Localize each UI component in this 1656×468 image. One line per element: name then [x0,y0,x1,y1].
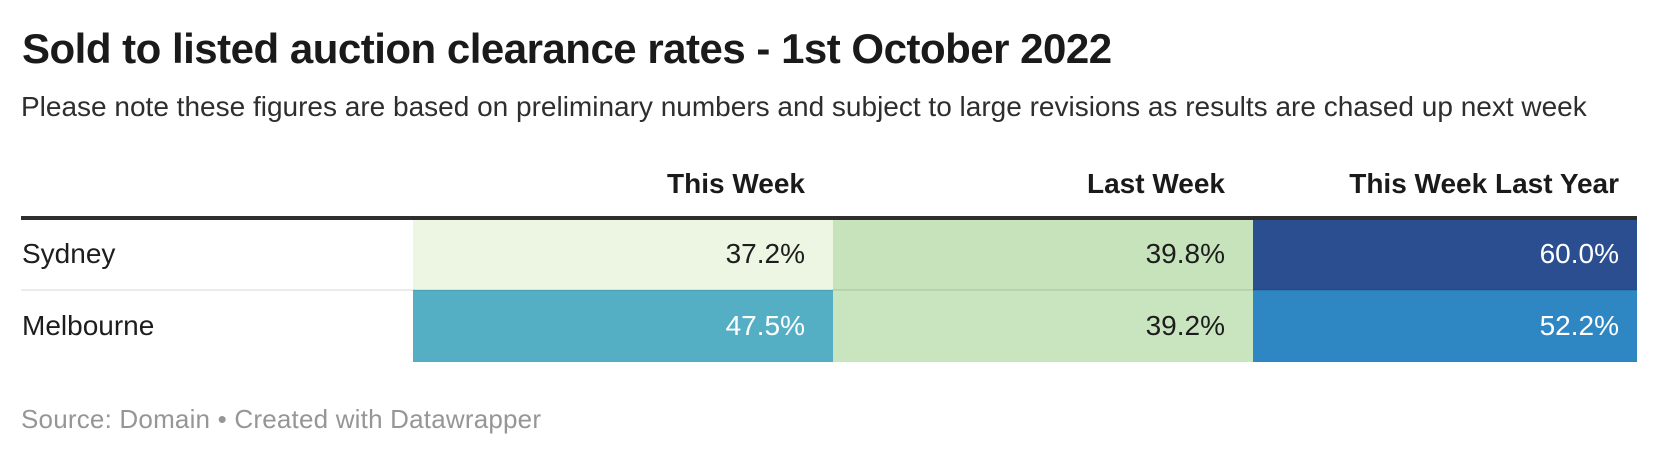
chart-subtitle: Please note these figures are based on p… [21,91,1587,123]
cell-sydney-last-week: 39.8% [833,217,1253,290]
column-header-this-week: This Week [413,167,833,220]
row-label-melbourne: Melbourne [21,288,413,362]
column-header-last-week: Last Week [833,167,1253,220]
clearance-rates-table: This Week Last Week This Week Last Year … [21,167,1637,362]
cell-melbourne-last-week: 39.2% [833,288,1253,362]
table-header-row: This Week Last Week This Week Last Year [21,167,1637,220]
cell-sydney-this-week: 37.2% [413,217,833,290]
table-row-melbourne: Melbourne 47.5% 39.2% 52.2% [21,288,1637,362]
column-header-this-week-last-year: This Week Last Year [1253,167,1637,220]
chart-container: Sold to listed auction clearance rates -… [21,25,1637,434]
column-header-city [21,167,413,220]
cell-melbourne-this-week: 47.5% [413,288,833,362]
table-row-sydney: Sydney 37.2% 39.8% 60.0% [21,217,1637,290]
cell-melbourne-this-week-last-year: 52.2% [1253,288,1637,362]
row-label-sydney: Sydney [21,217,413,290]
page-title: Sold to listed auction clearance rates -… [22,25,1112,72]
source-attribution: Source: Domain • Created with Datawrappe… [21,403,542,434]
cell-sydney-this-week-last-year: 60.0% [1253,217,1637,290]
